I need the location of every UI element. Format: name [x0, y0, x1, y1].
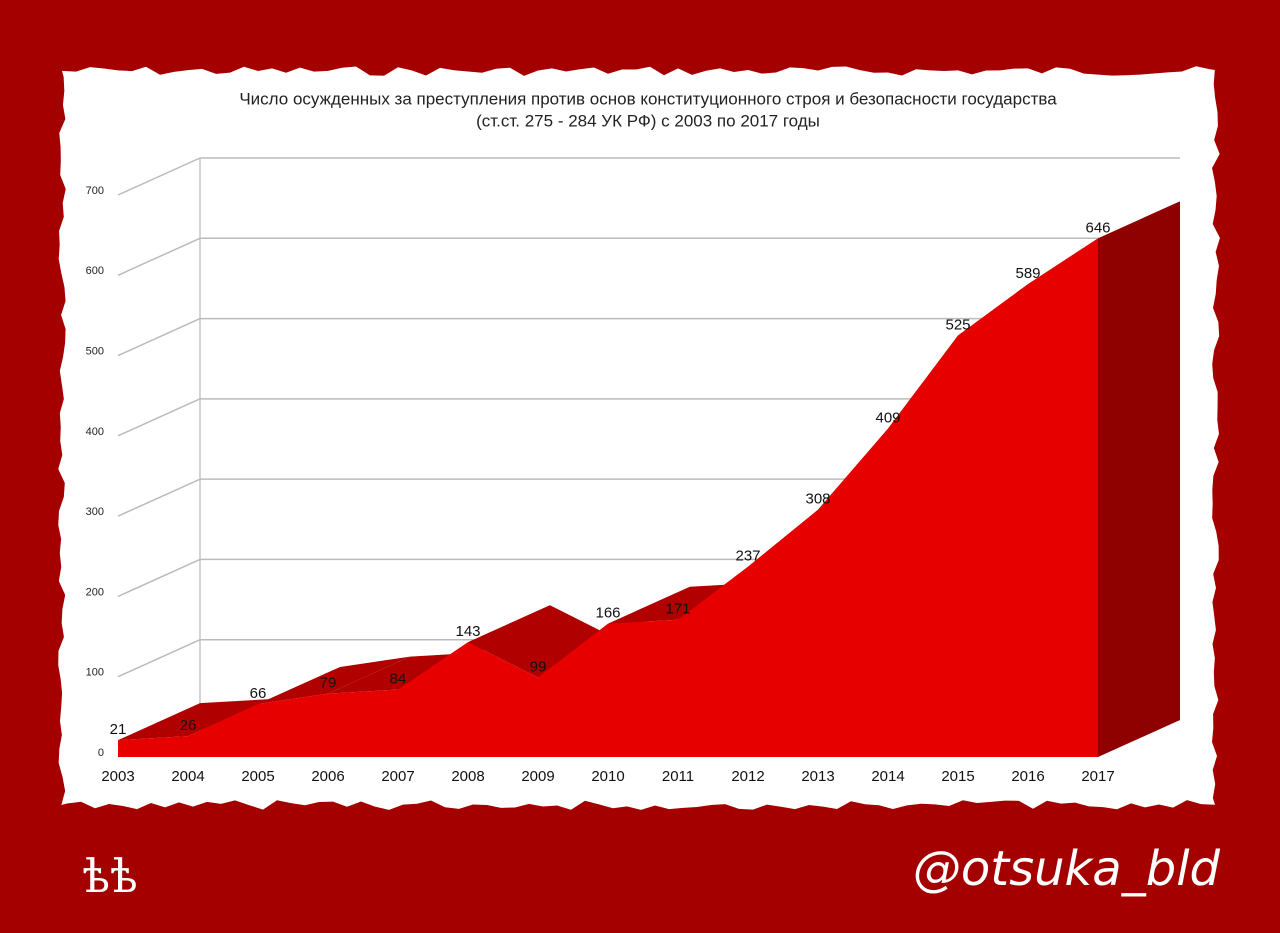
- y-tick-label: 200: [86, 586, 104, 598]
- y-tick-label: 100: [86, 667, 104, 679]
- value-label: 21: [110, 721, 127, 738]
- grid-line: [117, 639, 201, 678]
- chart: 0 100 200 300 400 500 600 700 2003 21 2004 26 2005 66…: [86, 157, 1180, 785]
- y-tick-label: 700: [86, 185, 104, 197]
- x-tick-label: 2005: [241, 768, 274, 785]
- x-tick-label: 2007: [381, 768, 414, 785]
- x-tick-label: 2008: [451, 768, 484, 785]
- y-tick-label: 600: [86, 265, 104, 277]
- value-label: 26: [180, 717, 197, 734]
- y-tick-label: 0: [98, 747, 104, 759]
- x-tick-label: 2013: [801, 768, 834, 785]
- x-tick-label: 2016: [1011, 768, 1044, 785]
- grid-line: [117, 478, 201, 517]
- y-tick-label: 400: [86, 426, 104, 438]
- handle: @otsuka_bld: [913, 841, 1221, 897]
- value-label: 66: [250, 685, 267, 702]
- value-label: 308: [805, 491, 830, 508]
- value-label: 79: [320, 675, 337, 692]
- value-label: 99: [530, 658, 547, 675]
- value-label: 589: [1015, 265, 1040, 282]
- value-label: 171: [665, 601, 690, 618]
- value-label: 237: [735, 548, 760, 565]
- value-label: 84: [390, 671, 407, 688]
- value-label: 525: [945, 316, 970, 333]
- value-label: 646: [1085, 219, 1110, 236]
- value-label: 143: [455, 623, 480, 640]
- x-tick-label: 2012: [731, 768, 764, 785]
- value-label: 166: [595, 605, 620, 622]
- x-tick-label: 2010: [591, 768, 624, 785]
- y-tick-label: 500: [86, 345, 104, 357]
- x-tick-label: 2011: [662, 768, 694, 785]
- x-tick-label: 2006: [311, 768, 344, 785]
- grid-line: [117, 317, 201, 357]
- area-top: [118, 699, 270, 741]
- area-side: [1098, 201, 1180, 758]
- area-top: [468, 605, 620, 678]
- grid-line: [117, 398, 201, 437]
- x-tick-label: 2014: [871, 768, 904, 785]
- y-tick-label: 300: [86, 506, 104, 518]
- x-tick-label: 2003: [101, 768, 134, 785]
- x-tick-label: 2009: [521, 768, 554, 785]
- x-tick-label: 2017: [1081, 768, 1114, 785]
- area: [118, 238, 1098, 758]
- grid-line: [117, 558, 201, 598]
- x-tick-label: 2015: [941, 768, 974, 785]
- chart-title: Число осужденных за преступления против …: [239, 89, 1057, 108]
- x-tick-label: 2004: [171, 768, 204, 785]
- chart-subtitle: (ст.ст. 275 - 284 УК РФ) с 2003 по 2017 …: [476, 111, 820, 130]
- area-top: [258, 656, 410, 705]
- logo: ѣѣ: [82, 849, 137, 903]
- grid-line: [117, 157, 201, 196]
- grid-line: [117, 237, 201, 276]
- value-label: 409: [875, 410, 900, 427]
